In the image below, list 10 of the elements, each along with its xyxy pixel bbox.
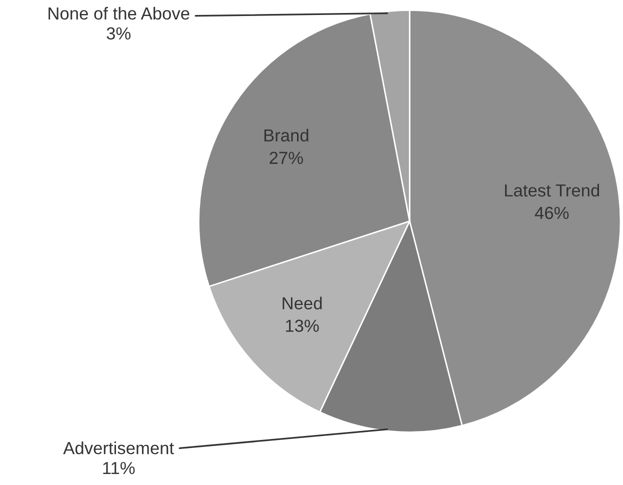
data-label: 3%	[106, 27, 131, 40]
data-label: 11%	[103, 462, 135, 474]
data-label: 46%	[534, 206, 569, 220]
data-label: 27%	[270, 152, 303, 164]
slice-label: Latest Trend	[505, 184, 600, 197]
slice-label: Advertisement	[63, 441, 174, 454]
slice-label: Brand	[264, 128, 308, 142]
slice-label: Need	[282, 296, 322, 310]
slice-label: None of the Above	[48, 6, 190, 20]
data-label: 13%	[286, 320, 319, 332]
